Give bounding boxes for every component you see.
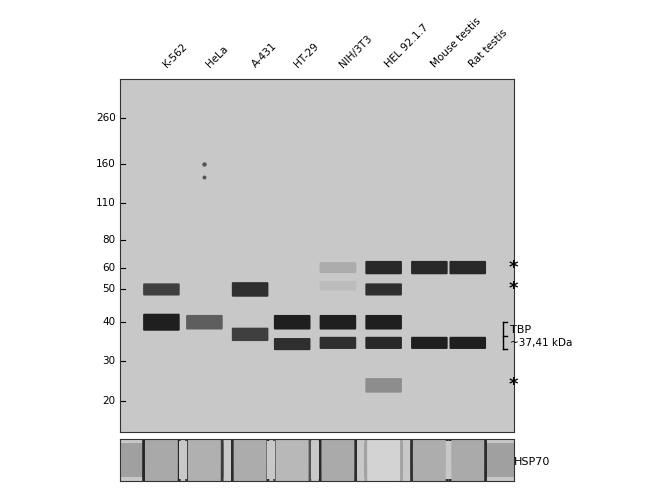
FancyBboxPatch shape: [410, 367, 448, 496]
Text: 160: 160: [96, 159, 116, 169]
FancyBboxPatch shape: [411, 337, 448, 349]
Text: 110: 110: [96, 198, 116, 208]
FancyBboxPatch shape: [145, 410, 178, 496]
FancyBboxPatch shape: [365, 261, 402, 274]
Text: 30: 30: [103, 356, 116, 366]
Bar: [403, 441, 410, 479]
FancyBboxPatch shape: [320, 315, 356, 329]
FancyBboxPatch shape: [320, 337, 356, 349]
Text: *: *: [509, 258, 519, 277]
Bar: [311, 441, 318, 479]
FancyBboxPatch shape: [231, 367, 269, 496]
Text: 260: 260: [96, 113, 116, 123]
Text: TBP: TBP: [510, 324, 531, 334]
Text: 80: 80: [103, 235, 116, 245]
FancyBboxPatch shape: [322, 410, 354, 496]
FancyBboxPatch shape: [186, 315, 223, 329]
Text: HT-29: HT-29: [292, 41, 320, 69]
FancyBboxPatch shape: [365, 337, 402, 349]
FancyBboxPatch shape: [276, 410, 309, 496]
FancyBboxPatch shape: [188, 410, 221, 496]
FancyBboxPatch shape: [448, 367, 487, 496]
Text: A-431: A-431: [250, 41, 279, 69]
Text: *: *: [509, 280, 519, 299]
FancyBboxPatch shape: [232, 328, 268, 341]
FancyBboxPatch shape: [274, 338, 311, 350]
FancyBboxPatch shape: [143, 283, 179, 296]
Bar: [357, 441, 365, 479]
FancyBboxPatch shape: [411, 261, 448, 274]
Text: Mouse testis: Mouse testis: [430, 16, 483, 69]
Text: 20: 20: [103, 396, 116, 406]
Text: Rat testis: Rat testis: [468, 28, 510, 69]
FancyBboxPatch shape: [185, 367, 224, 496]
Bar: [445, 441, 452, 479]
Text: ~37,41 kDa: ~37,41 kDa: [510, 338, 572, 348]
FancyBboxPatch shape: [451, 410, 484, 496]
FancyBboxPatch shape: [233, 410, 266, 496]
Text: HeLa: HeLa: [204, 44, 230, 69]
FancyBboxPatch shape: [320, 262, 356, 273]
Text: HEL 92.1.7: HEL 92.1.7: [384, 23, 431, 69]
Text: 50: 50: [103, 284, 116, 295]
Bar: [224, 441, 231, 479]
FancyBboxPatch shape: [450, 337, 486, 349]
Text: *: *: [509, 376, 519, 394]
FancyBboxPatch shape: [273, 367, 311, 496]
FancyBboxPatch shape: [142, 367, 181, 496]
FancyBboxPatch shape: [365, 315, 402, 329]
FancyBboxPatch shape: [143, 314, 179, 331]
Text: 60: 60: [103, 262, 116, 273]
FancyBboxPatch shape: [320, 281, 356, 291]
Bar: [179, 441, 187, 479]
Bar: [120, 443, 514, 477]
FancyBboxPatch shape: [367, 410, 400, 496]
Text: HSP70: HSP70: [514, 457, 550, 467]
Text: 40: 40: [103, 317, 116, 327]
FancyBboxPatch shape: [232, 282, 268, 297]
FancyBboxPatch shape: [365, 283, 402, 296]
FancyBboxPatch shape: [450, 261, 486, 274]
Text: K-562: K-562: [161, 42, 189, 69]
Bar: [268, 441, 275, 479]
FancyBboxPatch shape: [365, 378, 402, 393]
Text: NIH/3T3: NIH/3T3: [338, 33, 374, 69]
FancyBboxPatch shape: [318, 367, 357, 496]
FancyBboxPatch shape: [365, 367, 403, 496]
FancyBboxPatch shape: [274, 315, 311, 329]
FancyBboxPatch shape: [413, 410, 446, 496]
